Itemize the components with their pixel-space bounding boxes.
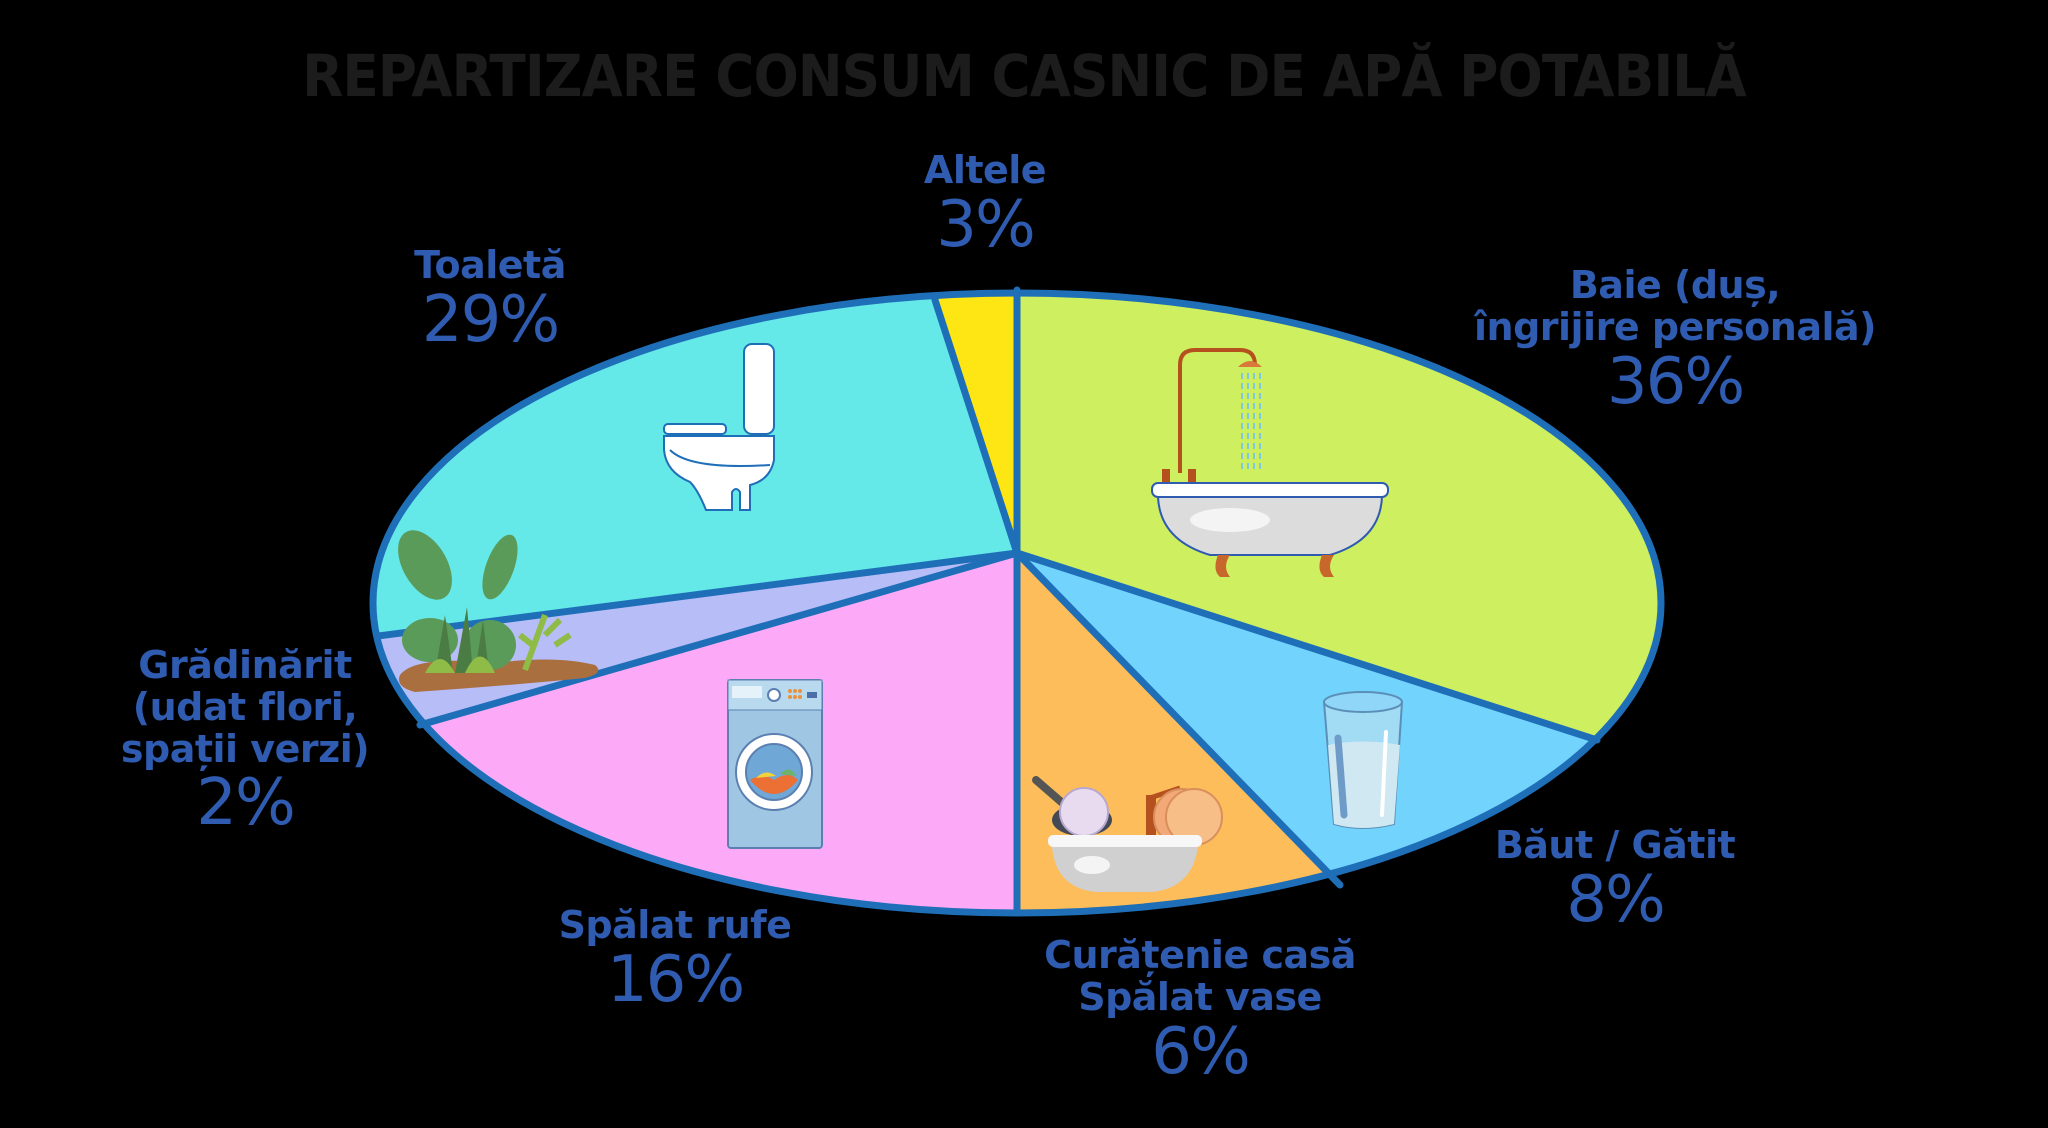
label-baut: Băut / Gătit 8% (1494, 823, 1736, 937)
pie-outline (369, 289, 1665, 917)
label-baie: Baie (duș, îngrijire personală) 36% (1473, 263, 1877, 419)
label-altele: Altele 3% (923, 148, 1047, 262)
water-glass-icon (1322, 691, 1404, 829)
plants-icon (398, 530, 599, 692)
bathtub-shower-icon (1151, 348, 1389, 577)
chart-title: REPARTIZARE CONSUM CASNIC DE APĂ POTABIL… (302, 42, 1747, 110)
washing-machine-icon (727, 679, 823, 849)
label-curatenie: Curățenie casă Spălat vase 6% (1044, 933, 1356, 1089)
label-toaleta: Toaletă 29% (414, 243, 566, 357)
dish-basin-icon (1032, 776, 1223, 892)
toilet-icon (663, 343, 775, 511)
label-gradinarit: Grădinărit (udat flori, spații verzi) 2% (120, 643, 370, 841)
slice-altele (928, 293, 1017, 553)
label-rufe: Spălat rufe 16% (558, 903, 792, 1017)
